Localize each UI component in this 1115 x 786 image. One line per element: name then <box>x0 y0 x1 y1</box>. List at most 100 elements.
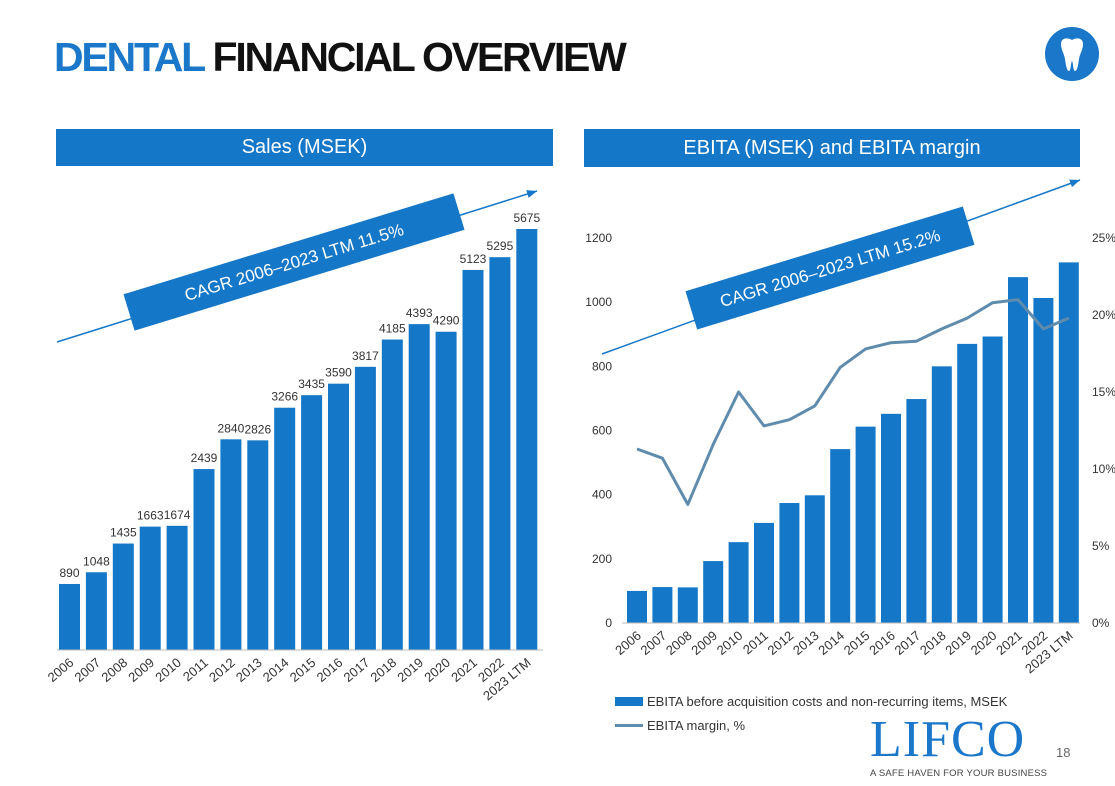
sales-bar <box>166 525 188 650</box>
legend-line-swatch <box>615 724 643 727</box>
ebita-cagr-banner: CAGR 2006–2023 LTM 15.2% <box>685 206 975 330</box>
ebita-y2-tick: 20% <box>1092 308 1115 322</box>
sales-data-label: 3590 <box>325 366 352 380</box>
sales-data-label: 4290 <box>433 314 460 328</box>
ebita-bar <box>703 561 724 623</box>
ebita-x-tick: 2010 <box>714 628 746 658</box>
ebita-bar <box>830 449 851 623</box>
ebita-x-tick: 2013 <box>790 628 822 658</box>
ebita-x-tick: 2017 <box>892 628 924 658</box>
ebita-y2-tick: 0% <box>1092 616 1110 630</box>
sales-data-label: 1674 <box>164 508 191 522</box>
ebita-x-tick: 2016 <box>866 628 898 658</box>
ebita-bar <box>1008 277 1028 623</box>
sales-data-label: 2439 <box>191 451 218 465</box>
sales-bar <box>112 543 134 650</box>
sales-data-label: 890 <box>59 566 79 580</box>
ebita-bar <box>1058 262 1079 623</box>
sales-bar <box>328 383 349 650</box>
ebita-bar <box>957 343 978 623</box>
ebita-bar <box>931 366 952 623</box>
ebita-x-tick: 2019 <box>942 628 974 658</box>
sales-data-label: 5295 <box>487 239 514 253</box>
sales-data-label: 1435 <box>110 526 137 540</box>
sales-bar <box>193 469 215 650</box>
ebita-bar <box>627 590 647 623</box>
page-title: DENTAL FINANCIAL OVERVIEW <box>54 34 627 81</box>
sales-bar <box>408 324 430 650</box>
ebita-bar <box>906 399 927 623</box>
ebita-x-tick: 2021 <box>993 628 1025 658</box>
ebita-y2-tick: 5% <box>1092 539 1110 553</box>
sales-bar <box>516 229 538 650</box>
ebita-x-tick: 2007 <box>638 628 670 658</box>
lifco-logo: LIFCO <box>870 711 1026 768</box>
title-main: FINANCIAL OVERVIEW <box>203 34 626 80</box>
sales-bar <box>59 583 80 650</box>
title-accent: DENTAL <box>54 34 205 80</box>
sales-bar <box>139 526 161 650</box>
sales-data-label: 1048 <box>83 554 110 568</box>
sales-bar <box>247 440 269 650</box>
sales-data-label: 2826 <box>244 422 271 436</box>
ebita-x-tick: 2014 <box>815 628 847 658</box>
sales-data-label: 5123 <box>460 252 487 266</box>
ebita-cagr-arrow-head <box>1069 179 1080 188</box>
sales-bar <box>435 331 457 650</box>
ebita-y-tick: 600 <box>592 424 612 438</box>
ebita-margin-line <box>636 298 1070 506</box>
sales-bar <box>274 407 296 650</box>
sales-data-label: 4185 <box>379 322 406 336</box>
ebita-y-tick: 200 <box>592 552 612 566</box>
ebita-x-tick: 2006 <box>612 628 644 658</box>
sales-cagr-banner-bg <box>123 193 465 331</box>
sales-bar <box>301 395 323 650</box>
sales-bar <box>85 572 107 650</box>
ebita-y-tick: 0 <box>605 616 612 630</box>
legend-line-label: EBITA margin, % <box>647 718 746 733</box>
ebita-bar <box>652 587 673 623</box>
ebita-chart-title: EBITA (MSEK) and EBITA margin <box>584 129 1080 167</box>
sales-bar <box>462 269 484 650</box>
ebita-x-tick: 2020 <box>968 628 1000 658</box>
sales-data-label: 5675 <box>513 211 540 225</box>
sales-bar <box>220 439 242 650</box>
ebita-y2-tick: 10% <box>1092 462 1115 476</box>
ebita-x-tick: 2009 <box>688 628 720 658</box>
ebita-y-tick: 400 <box>592 488 612 502</box>
ebita-bar <box>804 495 825 623</box>
ebita-bar <box>677 587 698 623</box>
ebita-cagr-banner-bg <box>685 206 975 330</box>
ebita-bar <box>754 522 774 623</box>
sales-cagr-arrow-head <box>526 190 537 198</box>
ebita-bar <box>1033 297 1054 623</box>
ebita-bar <box>855 426 876 623</box>
ebita-y-tick: 800 <box>592 359 612 373</box>
ebita-bar <box>728 542 749 623</box>
sales-data-label: 3435 <box>298 377 325 391</box>
ebita-y2-tick: 25% <box>1092 231 1115 245</box>
title-main-text: FINANCIAL OVERVIEW <box>212 34 626 80</box>
sales-bar <box>381 339 403 650</box>
ebita-y-tick: 1000 <box>585 295 612 309</box>
page-number: 18 <box>1056 745 1071 760</box>
legend-bar-label: EBITA before acquisition costs and non-r… <box>647 694 1008 709</box>
ebita-bar <box>779 503 800 623</box>
ebita-bar <box>881 413 901 623</box>
sales-bar <box>489 257 511 650</box>
ebita-x-tick: 2008 <box>663 628 695 658</box>
ebita-y-tick: 1200 <box>585 231 612 245</box>
sales-chart-title: Sales (MSEK) <box>56 129 553 166</box>
lifco-tagline: A SAFE HAVEN FOR YOUR BUSINESS <box>870 768 1048 779</box>
legend-ebita-margin: EBITA margin, % <box>615 718 745 733</box>
sales-data-label: 3817 <box>352 349 379 363</box>
ebita-bar <box>982 336 1003 623</box>
sales-data-label: 4393 <box>406 306 433 320</box>
sales-data-label: 1663 <box>137 509 164 523</box>
sales-data-label: 2840 <box>218 421 245 435</box>
ebita-x-tick: 2018 <box>917 628 949 658</box>
ebita-x-tick: 2012 <box>765 628 797 658</box>
sales-bar <box>354 366 376 650</box>
